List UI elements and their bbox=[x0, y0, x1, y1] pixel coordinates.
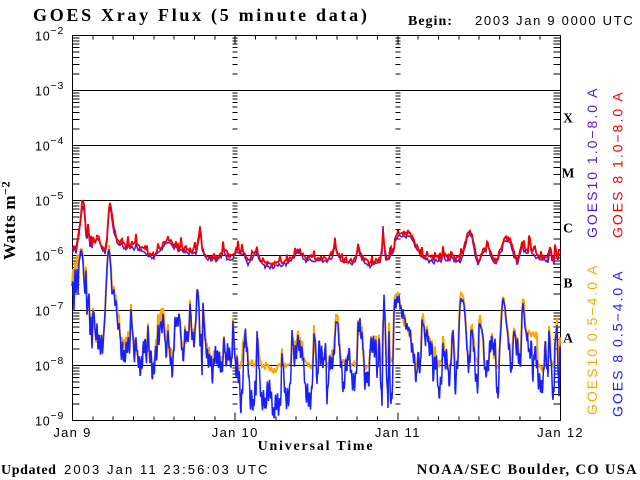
svg-text:Jan 11: Jan 11 bbox=[375, 425, 421, 440]
svg-text:Updated: Updated bbox=[1, 463, 57, 478]
svg-text:Jan 10: Jan 10 bbox=[212, 425, 259, 440]
svg-text:GOES 8 0.5−4.0 A: GOES 8 0.5−4.0 A bbox=[610, 269, 626, 417]
svg-text:M: M bbox=[562, 166, 575, 181]
svg-text:A: A bbox=[563, 331, 573, 346]
svg-text:2003 Jan 9 0000 UTC: 2003 Jan 9 0000 UTC bbox=[475, 13, 635, 28]
svg-text:C: C bbox=[563, 221, 573, 236]
svg-text:NOAA/SEC Boulder, CO USA: NOAA/SEC Boulder, CO USA bbox=[417, 462, 638, 478]
svg-text:GOES 8 1.0−8.0 A: GOES 8 1.0−8.0 A bbox=[610, 90, 626, 238]
svg-text:GOES10 1.0−8.0 A: GOES10 1.0−8.0 A bbox=[584, 87, 600, 238]
svg-text:2003 Jan 11 23:56:03 UTC: 2003 Jan 11 23:56:03 UTC bbox=[64, 462, 270, 477]
svg-text:Jan 9: Jan 9 bbox=[53, 425, 91, 440]
svg-text:GOES Xray Flux (5 minute data): GOES Xray Flux (5 minute data) bbox=[33, 5, 370, 26]
svg-text:Watts m−2: Watts m−2 bbox=[0, 181, 19, 260]
svg-text:Begin:: Begin: bbox=[408, 14, 453, 29]
svg-text:X: X bbox=[563, 111, 573, 126]
svg-text:Jan 12: Jan 12 bbox=[537, 425, 584, 440]
svg-text:GOES10 0.5−4.0 A: GOES10 0.5−4.0 A bbox=[584, 264, 600, 415]
svg-text:Universal Time: Universal Time bbox=[258, 439, 375, 454]
svg-text:B: B bbox=[563, 276, 572, 291]
